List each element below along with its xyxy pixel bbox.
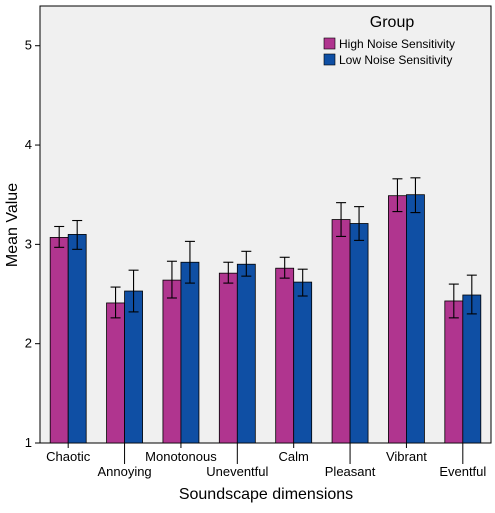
legend-swatch-low (323, 53, 336, 66)
bar-low-vibrant (406, 194, 425, 444)
error-bar-low-pleasant (354, 206, 365, 241)
error-bar-low-annoying (128, 269, 139, 313)
legend-label-high: High Noise Sensitivity (339, 37, 455, 51)
x-tick-label-uneventful: Uneventful (206, 464, 268, 479)
error-bar-high-calm (279, 256, 290, 279)
y-tick-label-4: 4 (25, 137, 32, 152)
x-tick-label-vibrant: Vibrant (386, 449, 427, 464)
bar-high-calm (275, 267, 295, 444)
error-bar-low-eventful (466, 274, 477, 315)
bar-high-monotonous (162, 279, 182, 444)
bar-high-vibrant (388, 195, 407, 444)
error-bar-high-pleasant (336, 202, 347, 237)
y-tick-label-5: 5 (25, 38, 32, 53)
x-tick-label-calm: Calm (279, 449, 309, 464)
error-bar-low-vibrant (410, 177, 421, 214)
y-tick-label-3: 3 (25, 236, 32, 251)
error-bar-high-annoying (110, 286, 121, 319)
bar-low-annoying (124, 290, 143, 444)
y-tick-label-2: 2 (25, 336, 32, 351)
bar-low-monotonous (180, 261, 200, 444)
x-tick-label-pleasant: Pleasant (325, 464, 376, 479)
bar-high-chaotic (49, 237, 69, 444)
error-bar-low-chaotic (72, 219, 83, 250)
bars-layer (49, 194, 482, 444)
bar-low-calm (293, 281, 313, 444)
y-tick-label-1: 1 (25, 435, 32, 450)
error-bar-low-calm (297, 268, 308, 297)
y-axis: 1 2 3 4 5 (25, 38, 40, 450)
bar-low-uneventful (236, 263, 256, 444)
error-bar-low-monotonous (184, 240, 195, 284)
legend-swatch-high (323, 37, 336, 50)
x-tick-label-monotonous: Monotonous (145, 449, 217, 464)
bar-high-annoying (106, 302, 125, 444)
x-tick-label-annoying: Annoying (97, 464, 151, 479)
bar-high-uneventful (218, 272, 238, 444)
bar-high-pleasant (331, 219, 351, 444)
bar-low-pleasant (349, 223, 369, 444)
error-bar-high-vibrant (392, 178, 403, 213)
bar-low-eventful (462, 294, 482, 444)
error-bar-high-monotonous (166, 260, 177, 299)
error-bars-layer (54, 177, 477, 319)
legend-label-low: Low Noise Sensitivity (339, 53, 452, 67)
legend-title: Group (370, 14, 415, 31)
error-bar-high-eventful (448, 283, 459, 319)
error-bar-low-uneventful (241, 250, 252, 277)
x-tick-label-chaotic: Chaotic (46, 449, 91, 464)
error-bar-high-uneventful (223, 261, 234, 284)
bar-low-chaotic (67, 234, 87, 444)
x-axis-title: Soundscape dimensions (179, 486, 353, 503)
legend: Group High Noise Sensitivity Low Noise S… (323, 14, 455, 67)
y-axis-title: Mean Value (4, 183, 21, 267)
error-bar-high-chaotic (54, 225, 65, 248)
x-tick-label-eventful: Eventful (439, 464, 486, 479)
bar-high-eventful (444, 300, 464, 444)
